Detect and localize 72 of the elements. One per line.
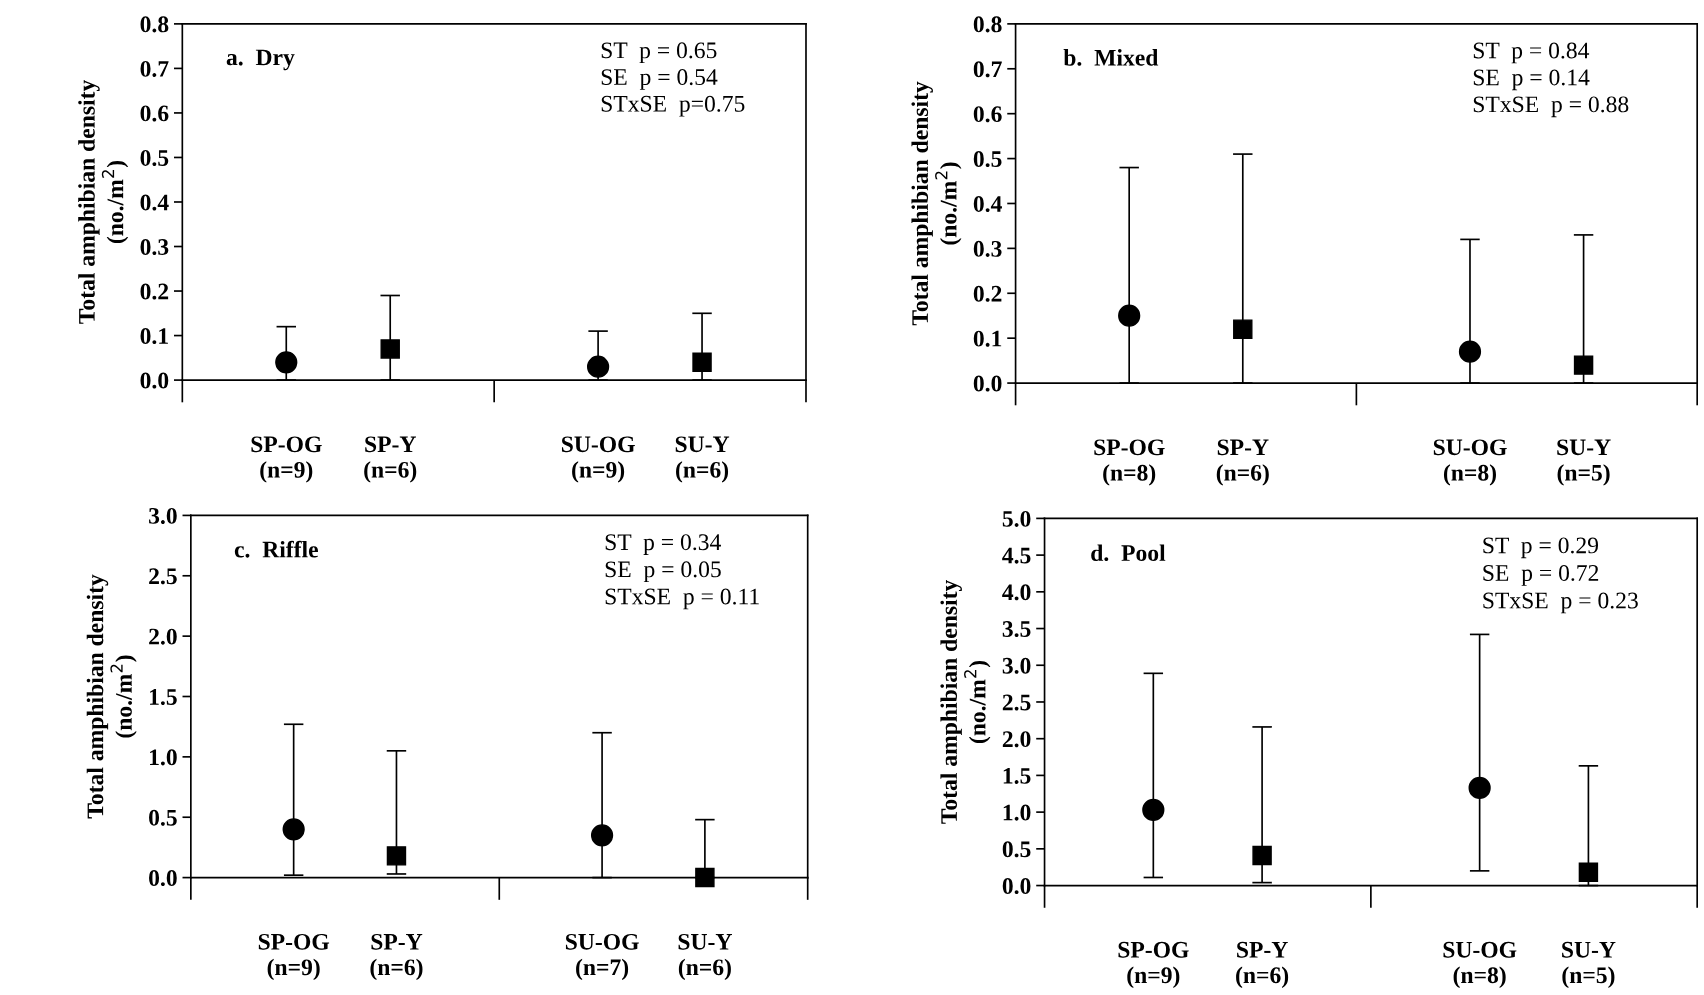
y-tick-label: 0.5 bbox=[140, 149, 169, 166]
y-tick-label: 2.0 bbox=[1002, 731, 1031, 748]
annotation: ST p = 0.65 bbox=[601, 42, 717, 64]
y-tick-label: 3.0 bbox=[1002, 657, 1031, 674]
x-tick-label: SP-OG (n=9) bbox=[251, 436, 322, 483]
text: d. Pool bbox=[1091, 544, 1166, 562]
y-tick-label: 2.5 bbox=[149, 568, 177, 585]
y-tick-label: 0.0 bbox=[973, 375, 1002, 392]
y-tick-label: 0.1 bbox=[140, 328, 168, 345]
x-tick-label: SU-OG (n=8) bbox=[1443, 941, 1517, 989]
x-tick-label: SP-OG (n=9) bbox=[1118, 941, 1189, 989]
y-axis-title: Total amphibian density (no./m$^{2}$) bbox=[86, 574, 137, 819]
y-tick-label: 0.1 bbox=[973, 330, 1002, 347]
y-tick-label: 0.7 bbox=[973, 61, 1002, 78]
y-tick-label: 5.0 bbox=[1002, 510, 1031, 527]
y-tick-label: 4.5 bbox=[1002, 547, 1031, 564]
annotation: SE p = 0.05 bbox=[605, 561, 721, 583]
x-tick-label: SU-OG (n=9) bbox=[561, 436, 635, 483]
x-tick-label: SU-OG (n=8) bbox=[1433, 439, 1507, 486]
y-tick-label: 3.0 bbox=[149, 507, 177, 524]
annotation: STxSE p = 0.11 bbox=[605, 588, 759, 610]
x-tick-label: SU-Y (n=6) bbox=[678, 933, 732, 981]
x-tick-label: SP-OG (n=9) bbox=[258, 933, 330, 981]
annotation: SE p = 0.72 bbox=[1483, 564, 1599, 586]
y-axis-title: Total amphibian density (no./m$^{2}$) bbox=[78, 79, 129, 324]
annotation: STxSE p = 0.23 bbox=[1483, 592, 1638, 614]
y-axis-title: Total amphibian density (no./m$^{2}$) bbox=[911, 81, 962, 326]
x-tick-label: SU-Y (n=6) bbox=[675, 436, 730, 483]
text: a. Dry bbox=[226, 49, 295, 71]
text: b. Mixed bbox=[1063, 49, 1159, 66]
y-tick-label: 0.6 bbox=[140, 105, 169, 122]
y-tick-label: 0.8 bbox=[140, 16, 169, 33]
y-axis-title: Total amphibian density (no./m$^{2}$) bbox=[940, 579, 991, 824]
y-tick-label: 0.2 bbox=[140, 283, 169, 300]
x-tick-label: SP-Y (n=6) bbox=[1216, 439, 1269, 486]
y-tick-label: 0.4 bbox=[140, 194, 169, 211]
x-tick-label: SP-Y (n=6) bbox=[364, 436, 417, 483]
y-tick-label: 0.2 bbox=[973, 285, 1002, 302]
y-tick-label: 2.0 bbox=[149, 628, 177, 645]
y-tick-label: 0.5 bbox=[149, 809, 177, 826]
y-tick-label: 0.7 bbox=[140, 60, 169, 77]
y-tick-label: 1.5 bbox=[1003, 768, 1031, 784]
annotation: SE p = 0.14 bbox=[1473, 69, 1590, 91]
y-tick-label: 4.0 bbox=[1002, 584, 1031, 601]
y-tick-label: 0.5 bbox=[973, 151, 1002, 168]
annotation: ST p = 0.34 bbox=[605, 534, 721, 555]
annotation: ST p = 0.84 bbox=[1473, 42, 1590, 64]
y-tick-label: 1.0 bbox=[1003, 804, 1031, 821]
x-tick-label: SP-OG (n=8) bbox=[1094, 439, 1165, 486]
annotation: SE p = 0.54 bbox=[601, 69, 718, 90]
x-tick-label: SP-Y (n=6) bbox=[1236, 941, 1289, 989]
y-tick-label: 1.0 bbox=[150, 749, 177, 766]
annotation: STxSE p=0.75 bbox=[601, 95, 745, 117]
y-tick-label: 2.5 bbox=[1002, 694, 1031, 711]
annotation: ST p = 0.29 bbox=[1483, 537, 1599, 559]
y-tick-label: 0.3 bbox=[973, 240, 1002, 257]
y-tick-label: 0.0 bbox=[140, 372, 169, 389]
y-tick-label: 0.4 bbox=[973, 195, 1002, 213]
y-tick-label: 0.0 bbox=[149, 870, 177, 887]
y-tick-label: 0.3 bbox=[140, 239, 169, 256]
annotation: STxSE p = 0.88 bbox=[1473, 96, 1629, 118]
y-tick-label: 1.5 bbox=[150, 689, 177, 706]
y-tick-label: 0.0 bbox=[1002, 878, 1031, 895]
y-tick-label: 0.8 bbox=[973, 16, 1002, 33]
x-tick-label: SU-Y (n=5) bbox=[1562, 941, 1616, 989]
y-tick-label: 0.5 bbox=[1002, 841, 1031, 858]
x-tick-label: SU-OG (n=7) bbox=[565, 933, 639, 981]
y-tick-label: 0.6 bbox=[973, 106, 1002, 123]
x-tick-label: SP-Y (n=6) bbox=[370, 933, 423, 981]
y-tick-label: 3.5 bbox=[1002, 621, 1031, 638]
x-tick-label: SU-Y (n=5) bbox=[1557, 439, 1611, 486]
text: c. Riffle bbox=[234, 540, 318, 558]
